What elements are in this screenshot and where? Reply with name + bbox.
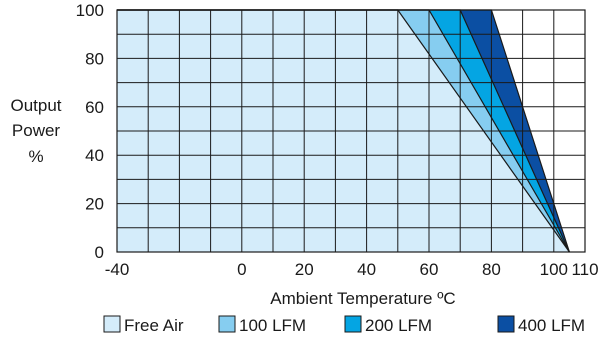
y-axis-ticks: 0 20 40 60 80 100: [76, 1, 104, 262]
y-tick-label: 40: [85, 146, 104, 165]
legend-swatch-free-air: [103, 315, 121, 333]
legend-swatch-100-lfm: [218, 315, 236, 333]
legend-swatch-200-lfm: [344, 315, 362, 333]
legend-label-free-air: Free Air: [124, 316, 184, 335]
curve-edge-400-lfm: [117, 9, 570, 253]
y-axis-title-line-2: Power: [12, 121, 61, 140]
x-tick-label: 0: [237, 260, 246, 279]
x-tick-label: 100: [540, 260, 568, 279]
y-axis-title-line-1: Output: [10, 96, 61, 115]
y-tick-label: 80: [85, 49, 104, 68]
derating-edges: [117, 9, 570, 253]
x-tick-label: 40: [357, 260, 376, 279]
y-axis-title-line-3: %: [28, 147, 43, 166]
x-tick-label: 80: [482, 260, 501, 279]
x-axis-ticks: -40 0 20 40 60 80 100 110: [105, 260, 599, 279]
grid-lines: [116, 9, 586, 253]
y-tick-label: 60: [85, 98, 104, 117]
legend: Free Air 100 LFM 200 LFM 400 LFM: [103, 315, 585, 335]
y-tick-label: 0: [95, 243, 104, 262]
y-tick-label: 20: [85, 195, 104, 214]
y-tick-label: 100: [76, 1, 104, 20]
legend-label-100-lfm: 100 LFM: [239, 316, 306, 335]
x-tick-label: 20: [295, 260, 314, 279]
legend-label-400-lfm: 400 LFM: [518, 316, 585, 335]
legend-label-200-lfm: 200 LFM: [365, 316, 432, 335]
x-tick-label: 60: [420, 260, 439, 279]
x-axis-title: Ambient Temperature ºC: [270, 289, 455, 308]
x-tick-label: 110: [571, 260, 598, 279]
x-tick-label: -40: [105, 260, 130, 279]
legend-swatch-400-lfm: [497, 315, 515, 333]
